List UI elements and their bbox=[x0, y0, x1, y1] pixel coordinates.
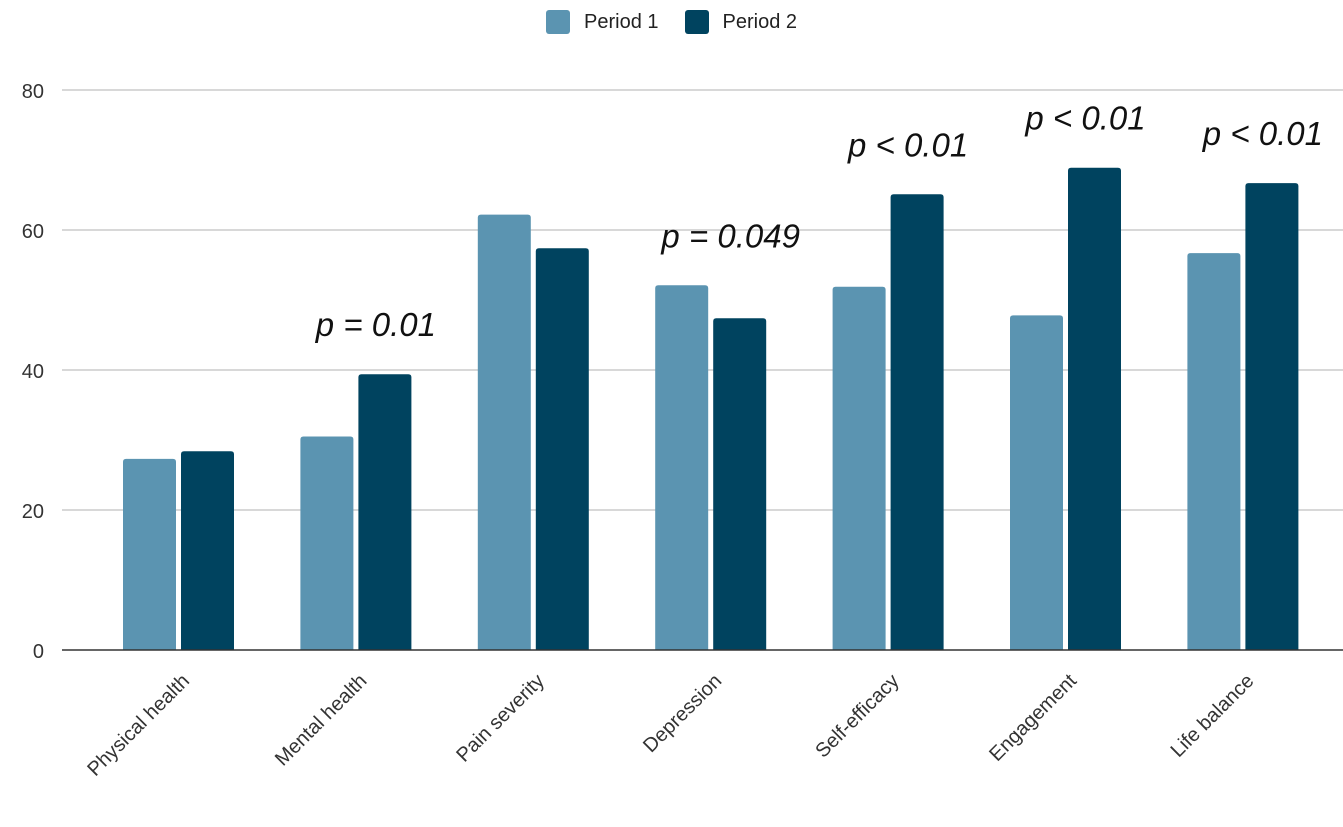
y-tick-label: 80 bbox=[22, 81, 44, 103]
annotation-label: p = 0.01 bbox=[315, 306, 436, 343]
x-tick-label: Physical health bbox=[83, 670, 194, 781]
bar-2 bbox=[713, 318, 767, 650]
x-tick-label: Engagement bbox=[985, 670, 1081, 766]
y-tick-label: 60 bbox=[22, 221, 44, 243]
annotation-label: p < 0.01 bbox=[1024, 100, 1145, 137]
legend-item-series-2: Period 2 bbox=[684, 10, 798, 34]
annotation-label: p < 0.01 bbox=[1202, 115, 1323, 152]
annotation-label: p < 0.01 bbox=[847, 126, 968, 163]
legend-label-series-2: Period 2 bbox=[722, 10, 798, 33]
legend-item-series-1: Period 1 bbox=[546, 10, 659, 34]
x-tick-label: Pain severity bbox=[452, 670, 549, 767]
bar-1 bbox=[300, 436, 354, 650]
bar-2 bbox=[358, 374, 412, 650]
annotation-label: p = 0.049 bbox=[660, 217, 800, 254]
bar-1 bbox=[1010, 315, 1063, 650]
bar-2 bbox=[181, 451, 234, 650]
x-tick-label: Self-efficacy bbox=[811, 670, 903, 762]
legend: Period 1 Period 2 bbox=[0, 10, 1343, 34]
legend-swatch-series-1 bbox=[546, 10, 570, 34]
legend-swatch-series-2 bbox=[684, 10, 709, 34]
y-tick-label: 40 bbox=[22, 361, 44, 383]
bar-2 bbox=[890, 194, 944, 651]
x-tick-label: Life balance bbox=[1167, 670, 1259, 762]
bar-2 bbox=[1245, 183, 1299, 650]
x-tick-label: Mental health bbox=[271, 670, 371, 770]
bar-1 bbox=[655, 285, 709, 650]
bar-1 bbox=[123, 458, 176, 650]
y-tick-label: 20 bbox=[22, 501, 44, 523]
legend-label-series-1: Period 1 bbox=[584, 10, 659, 33]
bar-1 bbox=[477, 214, 531, 650]
bar-1 bbox=[1187, 253, 1241, 650]
y-tick-label: 0 bbox=[33, 641, 44, 663]
bar-2 bbox=[1068, 167, 1121, 650]
x-tick-label: Depression bbox=[639, 670, 726, 757]
bar-1 bbox=[832, 286, 886, 650]
bar-2 bbox=[535, 248, 589, 650]
